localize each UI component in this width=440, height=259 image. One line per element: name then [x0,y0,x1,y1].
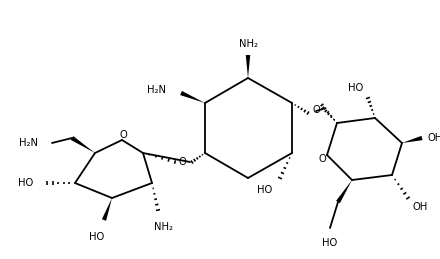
Polygon shape [246,55,250,78]
Text: O: O [312,105,320,115]
Text: O: O [178,157,186,167]
Text: O: O [318,154,326,164]
Text: H₂N: H₂N [19,138,38,148]
Polygon shape [402,136,422,143]
Polygon shape [102,198,112,221]
Text: HO: HO [89,232,105,242]
Text: HO: HO [348,83,363,93]
Text: HO: HO [18,178,33,188]
Text: HO: HO [323,238,337,248]
Text: OH: OH [413,202,428,212]
Text: OH: OH [428,133,440,143]
Polygon shape [180,91,205,103]
Text: HO: HO [257,185,272,195]
Polygon shape [336,180,352,203]
Text: O: O [119,130,127,140]
Polygon shape [71,136,95,153]
Text: NH₂: NH₂ [154,222,172,232]
Text: NH₂: NH₂ [238,39,257,49]
Text: H₂N: H₂N [147,85,166,95]
